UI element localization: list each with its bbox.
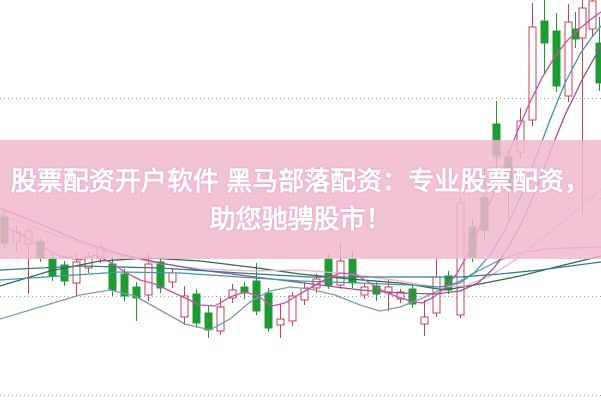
candle-body-up — [276, 318, 285, 326]
candle-body-down — [204, 312, 213, 331]
candle-body-down — [132, 286, 141, 299]
candle-body-up — [72, 261, 81, 284]
ma-teal — [0, 25, 601, 288]
candle-body-down — [240, 286, 249, 294]
candle-body-up — [396, 291, 405, 300]
candle-body-down — [468, 226, 477, 258]
candle-body-up — [456, 202, 465, 316]
candle-body-up — [578, 7, 587, 39]
candle-body-up — [420, 316, 429, 325]
candle-body-up — [228, 289, 237, 299]
candle-body-down — [372, 285, 381, 295]
ma-magenta — [0, 11, 601, 307]
candle-body-down — [408, 288, 417, 305]
candle-body-down — [0, 216, 9, 244]
candle-body-down — [492, 123, 501, 157]
candle-body-down — [60, 264, 69, 282]
candle-body-down — [504, 156, 513, 191]
candle-body-down — [156, 261, 165, 289]
candle-body-down — [108, 263, 117, 291]
candle-body-down — [264, 292, 273, 329]
candle-body-up — [180, 295, 189, 318]
candle-body-down — [120, 273, 129, 297]
candle-body-up — [168, 272, 177, 283]
ma-steel-blue — [0, 246, 601, 331]
candle-body-up — [588, 0, 597, 30]
candle-body-up — [528, 26, 537, 121]
candle-body-down — [192, 293, 201, 324]
candle-body-down — [540, 20, 549, 44]
candle-body-up — [564, 21, 573, 97]
candle-body-up — [144, 263, 153, 296]
candle-body-up — [288, 295, 297, 322]
ma-dark-cyan — [0, 261, 601, 278]
candle-body-down — [595, 42, 601, 84]
candle-body-up — [216, 306, 225, 332]
